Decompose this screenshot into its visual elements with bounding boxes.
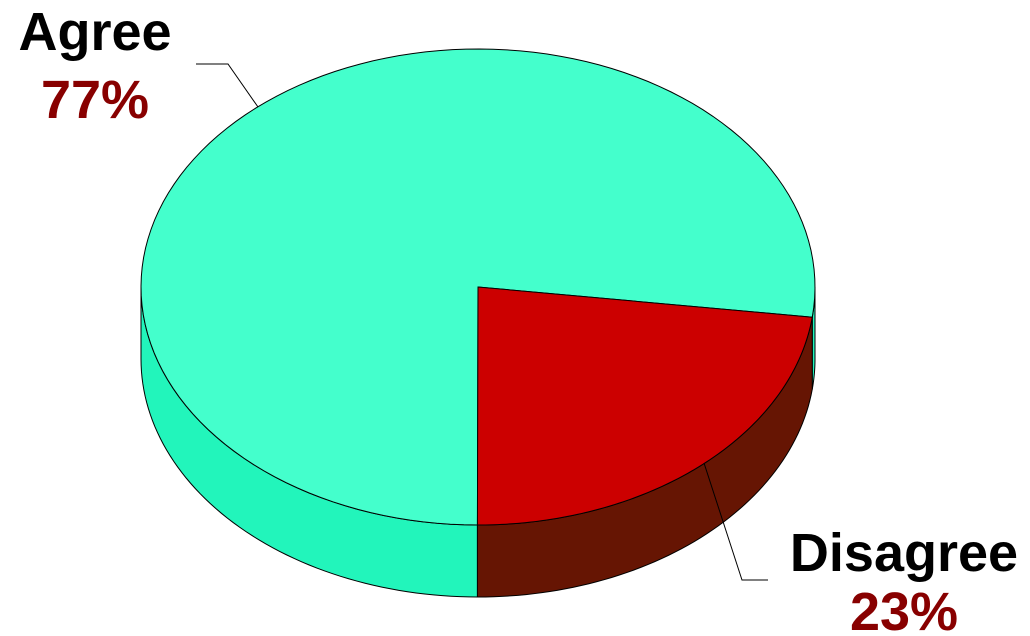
pie-top-faces — [140, 48, 816, 526]
leader-lines — [196, 63, 768, 581]
slice-label-agree: Agree 77% — [18, 2, 171, 130]
slice-name-agree: Agree — [18, 2, 171, 62]
slice-percent-agree: 77% — [41, 70, 149, 130]
slice-percent-disagree: 23% — [850, 582, 958, 636]
slice-label-disagree: Disagree 23% — [790, 523, 1018, 636]
slice-name-disagree: Disagree — [790, 523, 1018, 583]
leader-line-agree — [196, 63, 259, 108]
leader-line-disagree — [703, 462, 768, 581]
pie-slice-disagree — [476, 286, 813, 526]
